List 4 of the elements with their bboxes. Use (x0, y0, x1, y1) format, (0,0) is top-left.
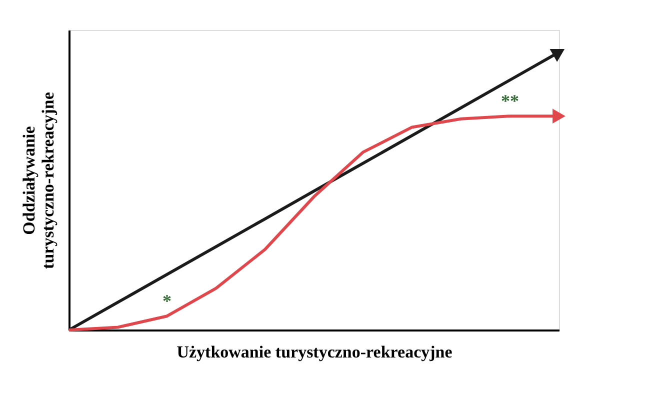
annotation: * (162, 291, 172, 312)
x-axis-title: Użytkowanie turystyczno-rekreacyjne (176, 342, 453, 362)
y-axis-title: Oddziaływanie turystyczno-rekreacyjne (20, 92, 58, 269)
annotation: ** (501, 91, 519, 112)
